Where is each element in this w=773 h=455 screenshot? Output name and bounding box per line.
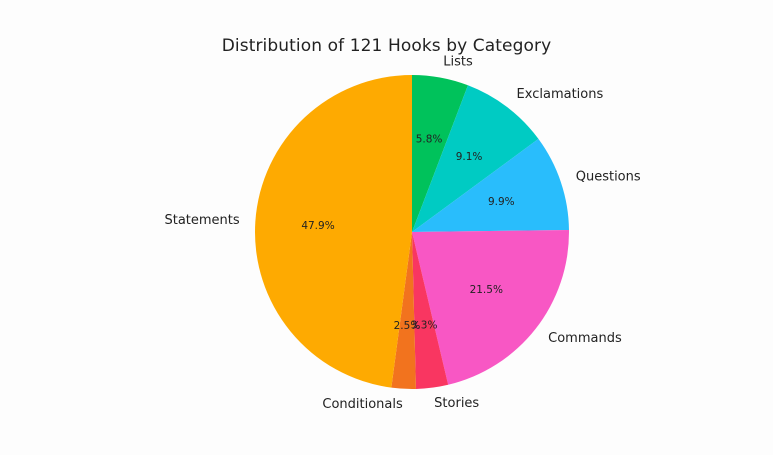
slice-label-lists: Lists <box>443 55 473 70</box>
slice-label-commands: Commands <box>548 331 622 346</box>
slice-label-exclamations: Exclamations <box>517 87 604 102</box>
pie-slice-commands <box>412 230 569 385</box>
pie-slice-stories <box>412 232 449 389</box>
pct-label-lists: 5.8% <box>416 133 443 145</box>
pct-label-conditionals: 2.5% <box>394 320 421 332</box>
pie-slice-questions <box>412 138 569 232</box>
slice-label-questions: Questions <box>576 170 641 185</box>
pct-label-stories: 3.3% <box>411 319 438 331</box>
slice-label-stories: Stories <box>434 396 479 411</box>
pct-label-exclamations: 9.1% <box>456 151 483 163</box>
slice-label-conditionals: Conditionals <box>322 397 403 412</box>
chart-title: Distribution of 121 Hooks by Category <box>221 36 552 56</box>
slice-label-statements: Statements <box>164 213 239 228</box>
pie-slice-conditionals <box>391 232 416 389</box>
pct-label-commands: 21.5% <box>470 284 503 296</box>
pie-slice-exclamations <box>412 85 539 232</box>
pct-label-questions: 9.9% <box>488 196 515 208</box>
pie-slice-statements <box>255 75 412 388</box>
pct-label-statements: 47.9% <box>301 220 334 232</box>
pie-slice-lists <box>412 75 468 232</box>
